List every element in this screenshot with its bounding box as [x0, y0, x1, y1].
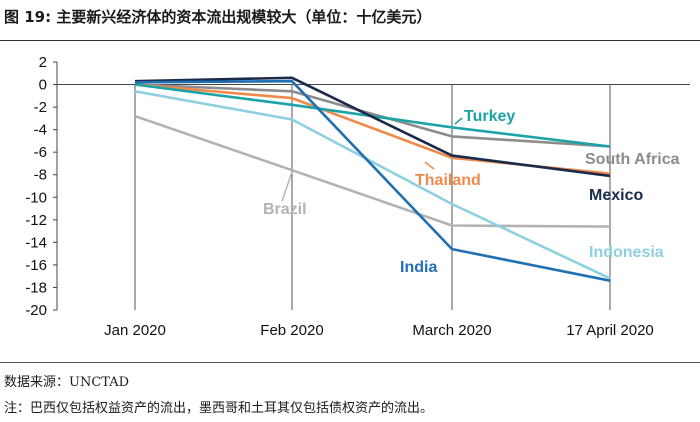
y-tick-label: 0 [39, 77, 47, 94]
x-tick-label: 17 April 2020 [566, 322, 654, 339]
y-tick-label: -10 [25, 189, 47, 206]
series-line-brazil [134, 114, 611, 228]
series-line-south-africa [134, 83, 611, 148]
series-label-thailand: Thailand [415, 172, 481, 189]
series-label-leader [424, 161, 435, 170]
y-tick-label: 2 [39, 54, 47, 71]
series-label-leader [454, 117, 463, 125]
series-label-south-africa: South Africa [585, 151, 680, 168]
top-rule [0, 40, 700, 41]
series-label-mexico: Mexico [589, 187, 643, 204]
series-label-india: India [400, 259, 437, 276]
bottom-rule [0, 362, 700, 363]
y-tick-label: -2 [34, 99, 47, 116]
series-label-indonesia: Indonesia [589, 244, 664, 261]
chart-series-labels: Turkey South Africa Mexico Thailand Brazil In… [263, 108, 680, 276]
y-tick-label: -20 [25, 302, 47, 319]
series-label-leader [281, 171, 293, 202]
chart-series [134, 76, 611, 282]
x-tick-label: Feb 2020 [260, 322, 323, 339]
y-tick-label: -16 [25, 257, 47, 274]
series-line-thailand [134, 83, 611, 175]
line-chart: 2 0 -2 -4 -6 -8 -10 -12 -14 -16 -18 -20 Jan 2020 Feb … [25, 54, 690, 339]
figure-title: 图 19: 主要新兴经济体的资本流出规模较大（单位：十亿美元） [4, 8, 432, 26]
y-tick-label: -4 [34, 122, 47, 139]
y-tick-label: -8 [34, 167, 47, 184]
series-line-indonesia [134, 90, 611, 280]
y-tick-label: -18 [25, 279, 47, 296]
series-line-mexico [134, 76, 611, 178]
series-label-brazil: Brazil [263, 201, 307, 218]
y-tick-label: -14 [25, 234, 47, 251]
y-tick-label: -12 [25, 212, 47, 229]
y-tick-label: -6 [34, 144, 47, 161]
figure-note: 注：巴西仅包括权益资产的流出，墨西哥和土耳其仅包括债权资产的流出。 [4, 401, 434, 416]
series-line-india [134, 79, 611, 282]
x-tick-label: Jan 2020 [104, 322, 166, 339]
data-source: 数据来源：UNCTAD [4, 375, 130, 390]
series-label-turkey: Turkey [464, 108, 515, 125]
x-tick-label: March 2020 [412, 322, 491, 339]
